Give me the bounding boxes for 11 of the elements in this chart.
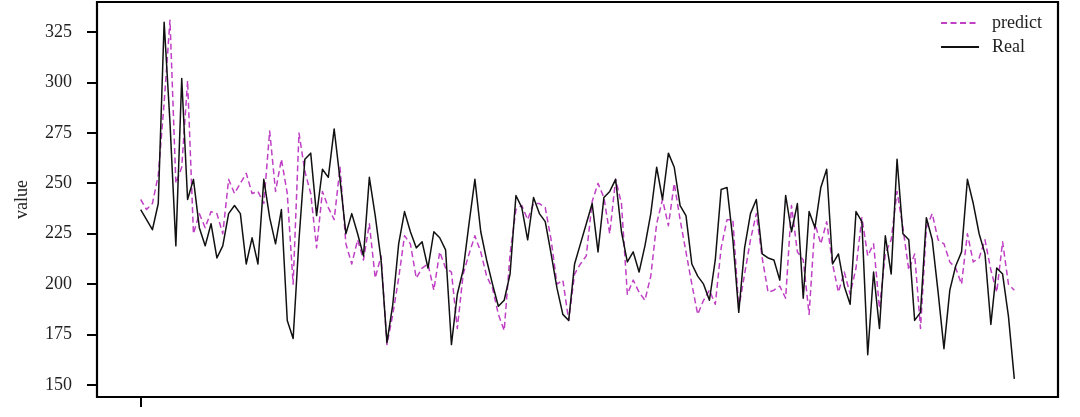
y-tick-label: 225 [45, 222, 72, 243]
y-axis-title: value [10, 180, 31, 219]
y-tick-label: 200 [45, 272, 72, 293]
y-tick-label: 325 [45, 20, 72, 41]
y-tick-label: 175 [45, 323, 72, 344]
y-tick-label: 150 [45, 373, 72, 394]
legend-label: predict [992, 11, 1043, 32]
y-tick-label: 300 [45, 71, 72, 92]
legend-label: Real [992, 35, 1026, 56]
y-tick-label: 250 [45, 172, 72, 193]
y-tick-label: 275 [45, 121, 72, 142]
